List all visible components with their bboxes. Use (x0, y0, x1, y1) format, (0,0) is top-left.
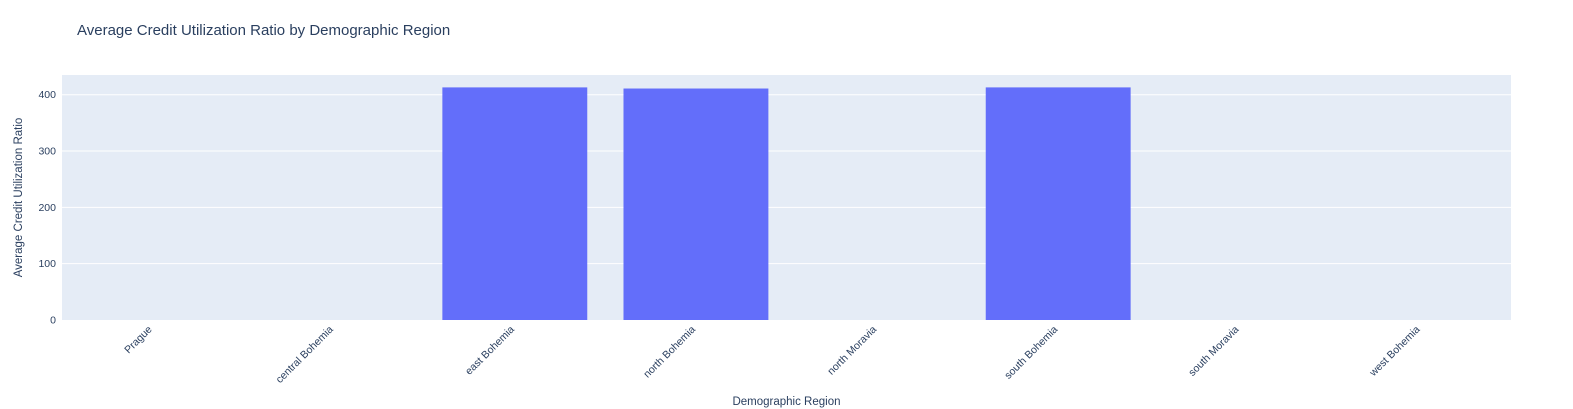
gridlines (62, 94, 1511, 265)
x-tick-label-6: south Moravia (1186, 324, 1241, 379)
bar-5 (985, 87, 1131, 320)
x-tick-label-1: central Bohemia (274, 324, 336, 386)
x-tick-label-0: Prague (122, 324, 155, 357)
plot-area (62, 75, 1511, 320)
y-tick-label-4: 400 (38, 89, 56, 101)
x-axis-title: Demographic Region (732, 396, 840, 408)
bar-3 (623, 88, 769, 320)
y-tick-label-3: 300 (38, 146, 56, 158)
y-tick-label-1: 100 (38, 258, 56, 270)
y-tick-label-0: 0 (50, 315, 56, 327)
bar-2 (442, 87, 588, 320)
x-tick-label-3: north Bohemia (641, 324, 698, 381)
y-axis-title: Average Credit Utilization Ratio (13, 118, 25, 278)
x-tick-label-4: north Moravia (825, 324, 879, 378)
chart-title: Average Credit Utilization Ratio by Demo… (77, 22, 451, 39)
x-tick-label-5: south Bohemia (1002, 324, 1060, 382)
y-tick-label-2: 200 (38, 202, 56, 214)
x-tick-label-2: east Bohemia (463, 324, 517, 378)
x-tick-labels: Prague central Bohemia east Bohemia north B… (122, 324, 1422, 386)
x-tick-label-7: west Bohemia (1367, 324, 1423, 380)
bars (442, 87, 1131, 320)
y-tick-labels: 0 100 200 300 400 (38, 89, 56, 326)
